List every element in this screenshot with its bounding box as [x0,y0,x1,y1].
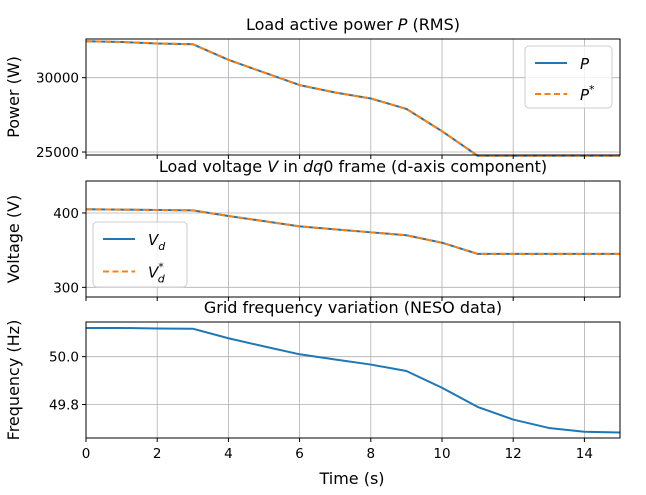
x-axis-label: Time (s) [318,469,384,488]
y-tick-label: 25000 [36,145,79,161]
subplot-1: 25000 30000 Load active power P (RMS) Power… [4,15,621,161]
x-tick-label: 2 [153,446,162,462]
subplot-2: 300 400 Load voltage V in dq0 frame (d-axi… [4,157,621,301]
legend-box [524,45,613,109]
legend: P P* [524,45,613,109]
legend-label: Vd [148,231,166,253]
x-tick-label: 0 [82,446,91,462]
y-tick-label: 49.8 [49,398,79,414]
legend: Vd V* d [92,221,188,288]
x-tick-label: 4 [224,446,233,462]
y-tick-label: 400 [53,206,79,222]
subplot-3: 49.8 50.0 0 2 4 6 8 10 12 14 Grid frequency variat… [4,298,621,462]
subplot-title: Grid frequency variation (NESO data) [204,298,502,317]
legend-label: P [580,55,590,73]
x-tick-label: 8 [367,446,376,462]
series-line-p-ref [85,40,620,157]
x-tick-label: 6 [295,446,304,462]
subplot-title: Load voltage V in dq0 frame (d-axis comp… [159,157,547,176]
y-axis-label: Frequency (Hz) [4,320,23,441]
subplot-title: Load active power P (RMS) [246,15,460,34]
legend-label: V* d [148,261,166,286]
x-tick-label: 12 [505,446,522,462]
legend-label: P* [580,83,595,104]
legend-box [92,221,188,288]
series-line-vd-ref [85,208,620,255]
axes-frame [85,321,621,439]
y-tick-label: 50.0 [49,350,79,366]
axes-frame [85,180,621,298]
x-tick-label: 14 [576,446,593,462]
axes-frame [85,38,621,156]
y-axis-label: Voltage (V) [4,195,23,284]
y-axis-label: Power (W) [4,56,23,138]
y-tick-label: 30000 [36,71,79,87]
y-tick-label: 300 [53,280,79,296]
series-line-f [86,326,621,434]
x-tick-label: 10 [433,446,450,462]
